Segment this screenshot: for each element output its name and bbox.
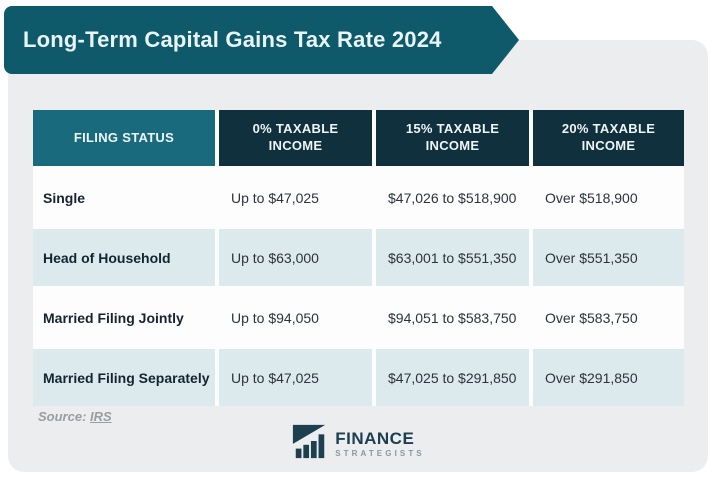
table-cell-value: Over $291,850 [533, 349, 684, 406]
title-banner: Long-Term Capital Gains Tax Rate 2024 [4, 6, 519, 74]
table-cell-value: $63,001 to $551,350 [376, 229, 529, 286]
column-header-filing-status: FILING STATUS [33, 110, 215, 166]
logo-wordmark: FINANCE STRATEGISTS [335, 430, 425, 458]
table-cell-status: Married Filing Separately [33, 349, 215, 406]
tax-rate-table: FILING STATUS 0% TAXABLE INCOME 15% TAXA… [33, 110, 684, 406]
logo-finance-text: FINANCE [335, 428, 415, 448]
table-cell-value: Over $583,750 [533, 289, 684, 346]
table-cell-value: Up to $63,000 [219, 229, 372, 286]
bar-chart-flag-icon [291, 422, 329, 465]
source-note: Source: IRS [38, 409, 112, 424]
table-cell-status: Single [33, 169, 215, 226]
table-cell-value: Up to $94,050 [219, 289, 372, 346]
source-link-irs[interactable]: IRS [90, 409, 112, 424]
title-banner-body: Long-Term Capital Gains Tax Rate 2024 [4, 6, 492, 74]
table-cell-status: Head of Household [33, 229, 215, 286]
table-cell-15pct: $47,026 to $518,900 [376, 169, 529, 226]
column-header-0-percent: 0% TAXABLE INCOME [219, 110, 372, 166]
table-cell-status: Married Filing Jointly [33, 289, 215, 346]
table-cell-value: Up to $47,025 [219, 349, 372, 406]
source-label: Source: [38, 409, 91, 424]
table-cell-value: $94,051 to $583,750 [376, 289, 529, 346]
column-header-15-percent: 15% TAXABLE INCOME [376, 110, 529, 166]
table-cell-value: $47,025 to $291,850 [376, 349, 529, 406]
table-cell-value: Over $551,350 [533, 229, 684, 286]
table-cell-20pct: Over $518,900 [533, 169, 684, 226]
logo-strategists-text: STRATEGISTS [335, 448, 425, 458]
banner-arrow-tip [492, 6, 519, 74]
page-title: Long-Term Capital Gains Tax Rate 2024 [23, 27, 442, 52]
column-header-20-percent: 20% TAXABLE INCOME [533, 110, 684, 166]
finance-strategists-logo: FINANCE STRATEGISTS [8, 422, 708, 465]
table-cell-0pct: Up to $47,025 [219, 169, 372, 226]
